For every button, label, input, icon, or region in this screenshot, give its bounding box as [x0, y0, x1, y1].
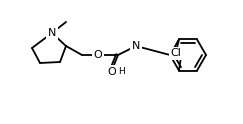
Text: O: O: [94, 50, 102, 60]
Text: N: N: [132, 41, 140, 51]
Text: N: N: [48, 28, 56, 38]
Text: Cl: Cl: [171, 48, 182, 58]
Text: H: H: [118, 67, 124, 77]
Text: O: O: [108, 67, 116, 77]
